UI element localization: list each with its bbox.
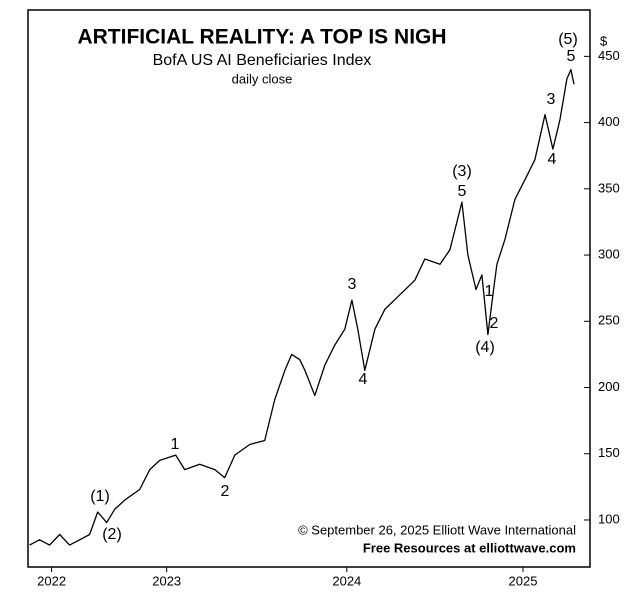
y-tick-label: 400 [598,114,620,129]
y-tick-label: 350 [598,180,620,195]
wave-label: 4 [548,151,557,168]
x-tick-label: 2022 [37,573,66,588]
x-tick-label: 2025 [509,573,538,588]
wave-label: (1) [90,488,110,505]
wave-label: (5) [558,31,578,48]
y-tick-label: 100 [598,511,620,526]
wave-label: 5 [567,48,576,65]
wave-label: (3) [452,163,472,180]
footer-link: Free Resources at elliottwave.com [363,540,576,555]
y-tick-label: 150 [598,445,620,460]
wave-label: 3 [348,276,357,293]
wave-label: 4 [359,371,368,388]
footer-copyright: © September 26, 2025 Elliott Wave Intern… [298,522,576,537]
wave-label: 5 [458,183,467,200]
chart-note: daily close [232,71,293,86]
x-tick-label: 2023 [152,573,181,588]
wave-label: 1 [485,283,494,300]
wave-label: 3 [547,91,556,108]
y-tick-label: 450 [598,48,620,63]
wave-label: (4) [475,339,495,356]
chart-title: ARTIFICIAL REALITY: A TOP IS NIGH [77,26,446,49]
wave-label: 1 [171,436,180,453]
plot-frame [27,9,591,568]
wave-label: (2) [102,526,122,543]
y-tick-label: 250 [598,313,620,328]
y-tick-label: 300 [598,246,620,261]
y-unit: $ [600,33,608,48]
y-tick-label: 200 [598,379,620,394]
x-tick-label: 2024 [332,573,361,588]
price-line [29,68,575,546]
chart-subtitle: BofA US AI Beneficiaries Index [153,52,372,69]
wave-label: 2 [490,315,499,332]
wave-label: 2 [221,483,230,500]
